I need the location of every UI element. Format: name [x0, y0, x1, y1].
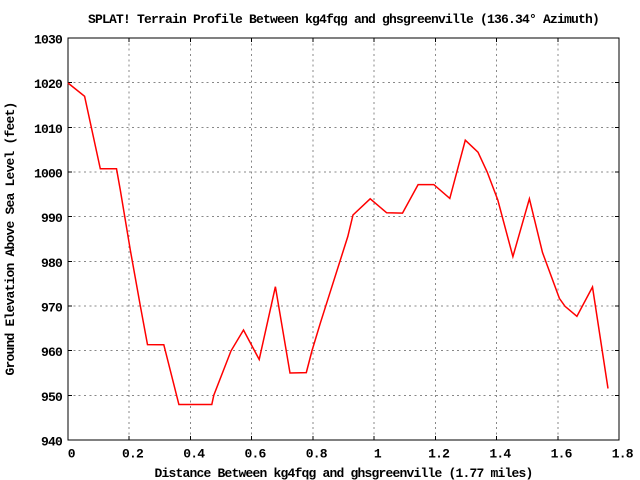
- svg-text:1.6: 1.6: [551, 447, 573, 462]
- svg-text:1.4: 1.4: [489, 447, 511, 462]
- svg-text:960: 960: [41, 345, 63, 360]
- svg-text:0.6: 0.6: [244, 447, 266, 462]
- svg-text:1030: 1030: [34, 33, 63, 48]
- svg-text:980: 980: [41, 256, 63, 271]
- svg-text:0.2: 0.2: [122, 447, 144, 462]
- svg-text:1020: 1020: [34, 77, 63, 92]
- svg-text:Ground Elevation Above Sea Lev: Ground Elevation Above Sea Level (feet): [3, 102, 18, 375]
- svg-text:1010: 1010: [34, 122, 63, 137]
- svg-text:1.2: 1.2: [428, 447, 450, 462]
- svg-text:Distance Between kg4fqg and gh: Distance Between kg4fqg and ghsgreenvill…: [154, 466, 532, 480]
- svg-text:1: 1: [374, 447, 382, 462]
- svg-text:0.8: 0.8: [306, 447, 328, 462]
- svg-text:0: 0: [68, 447, 76, 462]
- svg-text:0.4: 0.4: [183, 447, 205, 462]
- svg-text:1000: 1000: [34, 167, 63, 182]
- svg-text:940: 940: [41, 435, 63, 450]
- svg-text:970: 970: [41, 301, 63, 316]
- svg-text:SPLAT! Terrain Profile Between: SPLAT! Terrain Profile Between kg4fqg an…: [88, 12, 599, 27]
- svg-text:950: 950: [41, 390, 63, 405]
- svg-text:1.8: 1.8: [612, 447, 634, 462]
- svg-text:990: 990: [41, 211, 63, 226]
